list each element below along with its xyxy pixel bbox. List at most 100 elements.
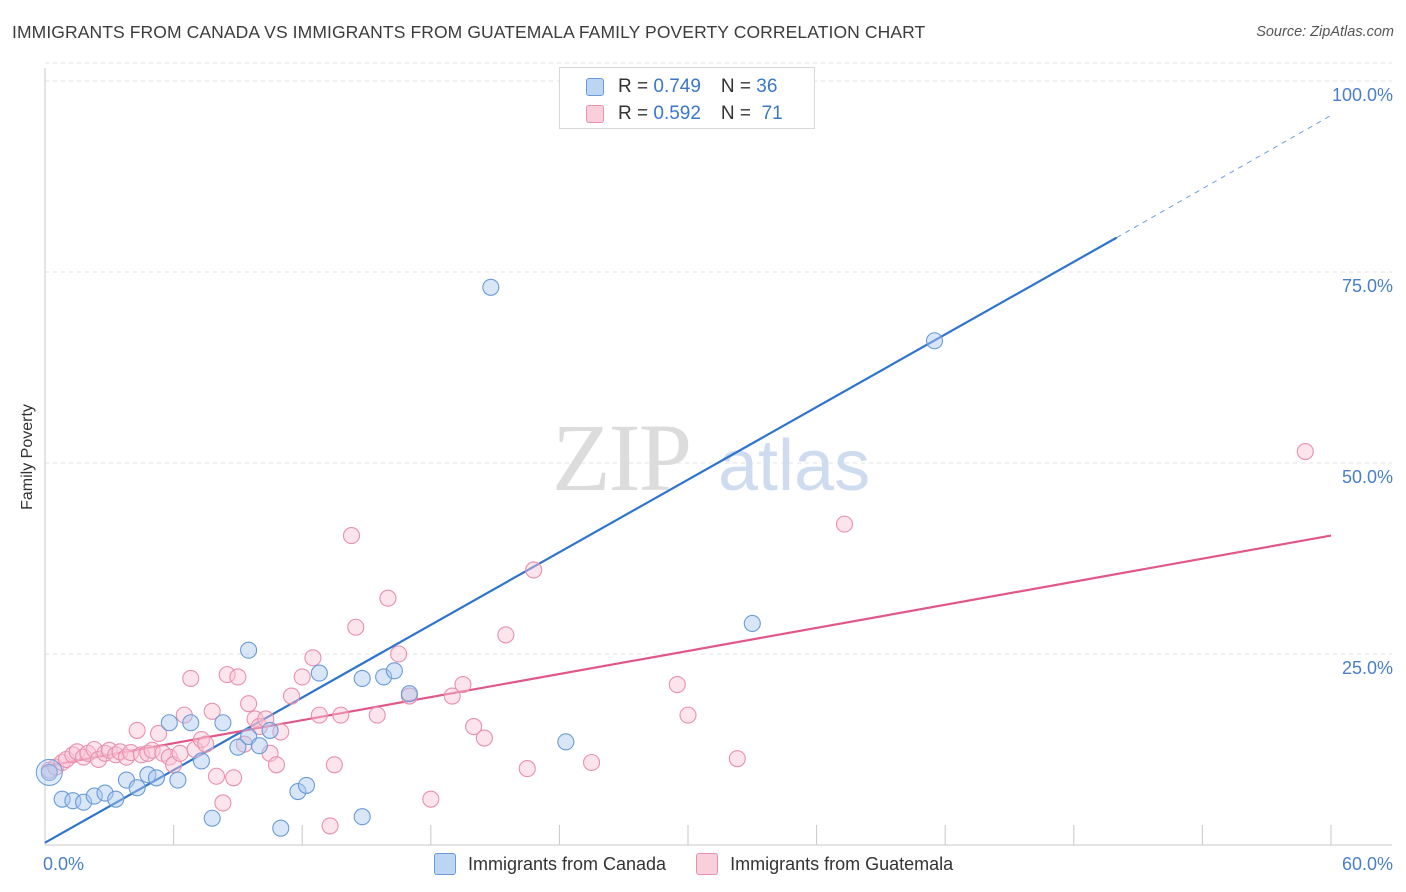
legend-r-guatemala: 0.592 — [653, 103, 701, 124]
data-point-canada — [385, 662, 403, 680]
data-point-guatemala — [229, 668, 247, 686]
data-point-guatemala — [347, 618, 365, 636]
chart-source: Source: ZipAtlas.com — [1256, 24, 1394, 40]
data-point-canada — [482, 278, 500, 296]
data-point-guatemala — [310, 706, 328, 724]
data-point-guatemala — [267, 756, 286, 774]
data-point-guatemala — [207, 767, 226, 785]
legend-series: Immigrants from Canada Immigrants from G… — [434, 851, 983, 877]
legend-r-canada: 0.749 — [653, 76, 701, 97]
legend-item-canada[interactable]: Immigrants from Canada — [434, 853, 666, 875]
y-tick-label: 50.0% — [1342, 467, 1393, 487]
data-point-canada-large — [35, 758, 63, 786]
data-point-guatemala — [128, 721, 146, 739]
data-point-guatemala — [342, 527, 361, 545]
watermark-atlas: atlas — [718, 426, 870, 506]
data-point-guatemala — [304, 649, 322, 667]
data-point-canada — [107, 790, 125, 808]
legend-item-guatemala[interactable]: Immigrants from Guatemala — [696, 853, 953, 875]
data-point-guatemala — [390, 645, 408, 663]
data-point-canada — [250, 737, 268, 755]
data-point-guatemala — [332, 706, 350, 724]
data-point-canada — [203, 809, 221, 827]
data-point-canada — [353, 808, 371, 826]
data-point-canada — [229, 738, 247, 756]
legend-r-label: R = — [618, 103, 654, 124]
data-point-guatemala — [475, 729, 493, 747]
data-point-canada — [182, 714, 200, 732]
data-point-canada — [297, 776, 316, 794]
x-tick-label: 0.0% — [43, 854, 84, 874]
x-tick-label: 60.0% — [1342, 854, 1393, 874]
legend-n-label: N = — [720, 76, 757, 97]
legend-row-canada: R = 0.749 N = 36 — [586, 75, 777, 99]
data-point-canada — [289, 782, 307, 801]
data-point-guatemala — [150, 724, 168, 743]
trend-line-0 — [44, 236, 1118, 844]
data-point-canada — [353, 669, 371, 687]
data-point-canada — [40, 763, 58, 781]
data-point-canada — [925, 332, 944, 350]
data-point-canada — [96, 784, 114, 802]
data-point-guatemala — [835, 515, 854, 533]
chart-title: IMMIGRANTS FROM CANADA VS IMMIGRANTS FRO… — [12, 22, 926, 42]
data-point-canada — [64, 792, 82, 810]
legend-swatch-guatemala — [696, 853, 719, 875]
data-point-guatemala — [518, 760, 536, 778]
legend-label-guatemala: Immigrants from Guatemala — [730, 853, 954, 874]
data-point-guatemala — [443, 687, 461, 705]
data-point-canada — [557, 733, 575, 751]
y-tick-label: 25.0% — [1342, 658, 1393, 678]
y-tick-label: 100.0% — [1332, 85, 1393, 105]
data-point-guatemala — [132, 746, 150, 764]
data-point-guatemala — [122, 744, 140, 762]
data-point-guatemala — [379, 589, 397, 607]
legend-stats: R = 0.749 N = 36 R = 0.592 N = 71 — [559, 67, 815, 129]
data-point-guatemala — [368, 706, 386, 724]
data-point-canada — [169, 771, 187, 789]
data-point-guatemala — [668, 676, 686, 694]
data-point-canada — [128, 779, 146, 797]
trend-line-1 — [44, 534, 1332, 768]
y-tick-label: 75.0% — [1342, 276, 1393, 296]
legend-row-guatemala: R = 0.592 N = 71 — [586, 102, 783, 126]
watermark-zip: ZIP — [552, 404, 690, 511]
legend-n-canada: 36 — [756, 76, 778, 97]
data-point-canada — [192, 752, 211, 770]
legend-swatch-canada — [586, 78, 604, 96]
data-point-guatemala — [525, 561, 543, 579]
trend-extension-0 — [1116, 114, 1332, 239]
legend-n-label: N = — [720, 103, 762, 124]
data-point-guatemala — [1296, 442, 1314, 461]
data-point-canada — [261, 721, 279, 739]
data-point-canada — [53, 790, 71, 808]
data-point-guatemala — [497, 626, 515, 644]
data-point-guatemala — [225, 769, 243, 787]
data-point-guatemala — [728, 750, 746, 768]
data-point-guatemala — [465, 718, 483, 736]
data-point-guatemala — [218, 666, 236, 684]
data-point-guatemala — [321, 817, 339, 835]
legend-swatch-canada — [434, 853, 456, 875]
data-point-guatemala — [454, 676, 472, 694]
data-point-guatemala — [293, 668, 311, 686]
data-point-guatemala — [582, 753, 601, 772]
data-point-canada — [214, 714, 232, 732]
data-point-guatemala — [282, 687, 301, 705]
data-point-guatemala — [214, 794, 232, 812]
data-point-guatemala — [272, 723, 290, 741]
data-point-guatemala — [85, 740, 103, 759]
data-point-canada — [75, 793, 93, 811]
legend-swatch-guatemala — [586, 105, 604, 123]
data-point-guatemala — [240, 695, 258, 713]
data-point-guatemala — [422, 790, 440, 808]
data-point-guatemala — [325, 756, 343, 774]
data-point-guatemala — [143, 741, 161, 759]
legend-r-label: R = — [618, 76, 654, 97]
data-point-canada — [375, 668, 393, 686]
data-point-canada — [743, 614, 761, 632]
data-point-canada — [272, 819, 290, 837]
data-point-guatemala — [171, 744, 189, 762]
data-point-guatemala — [182, 669, 200, 687]
